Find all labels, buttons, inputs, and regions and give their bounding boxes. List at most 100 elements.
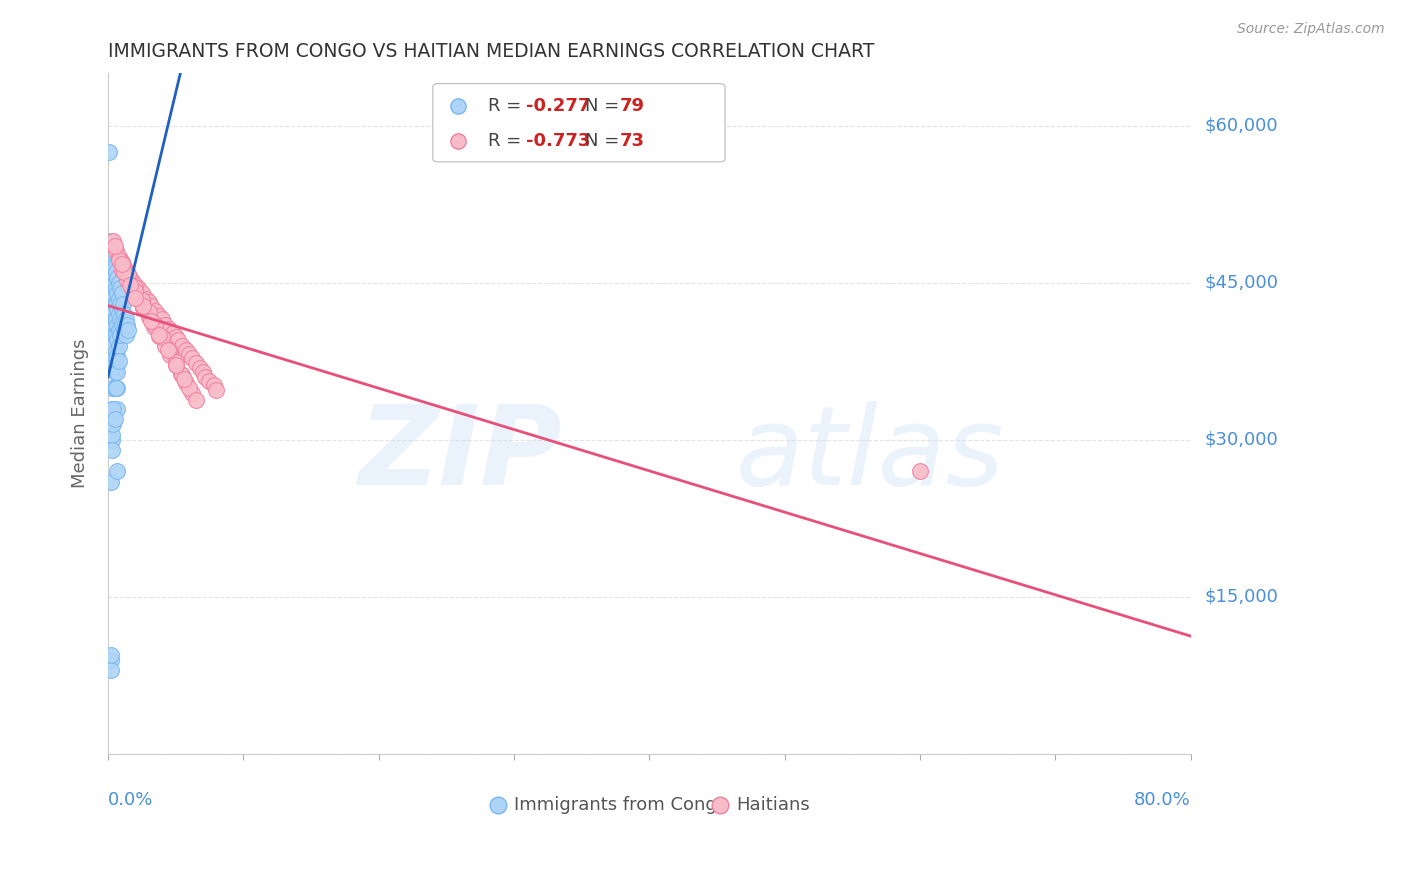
Point [108,339,131,353]
Point [105,343,128,358]
Point [170,367,193,381]
Text: Immigrants from Congo: Immigrants from Congo [515,796,728,814]
Point [184,356,207,370]
Point [143,318,166,332]
Point [107,349,129,363]
Point [165,358,187,372]
Point [105,244,128,259]
Point [104,365,127,379]
Point [105,380,128,394]
Point [172,339,194,353]
Point [111,312,134,326]
Point [110,318,132,332]
Point [103,292,125,306]
Point [108,307,131,321]
Point [112,307,135,321]
Point [104,239,127,253]
Point [105,359,128,374]
Text: atlas: atlas [735,401,1004,508]
Point [101,281,124,295]
Point [104,412,127,426]
Text: 80.0%: 80.0% [1133,791,1191,809]
Point [103,328,125,343]
Point [114,328,136,343]
Text: ZIP: ZIP [359,401,562,508]
Point [105,312,128,326]
Point [104,297,127,311]
Point [148,329,170,343]
Text: $30,000: $30,000 [1205,431,1278,449]
Point [143,304,166,318]
Point [107,318,129,332]
Point [103,401,125,416]
Point [103,339,125,353]
Point [107,464,129,478]
Point [98,145,121,159]
Text: N =: N = [585,97,626,115]
Point [132,299,155,313]
Point [124,277,146,292]
Point [101,260,124,274]
Point [157,322,180,336]
Point [105,265,128,279]
Point [103,307,125,321]
Point [103,234,125,248]
Point [101,265,124,279]
Text: 79: 79 [620,97,645,115]
Point [117,268,139,282]
Point [138,294,160,309]
Point [108,328,131,343]
Point [176,343,198,357]
Point [103,244,125,259]
Point [153,339,176,353]
Text: -0.773: -0.773 [526,132,591,150]
Text: N =: N = [585,132,626,150]
Point [104,276,127,290]
Point [110,257,132,271]
Point [165,358,187,372]
Point [124,280,146,294]
Point [148,310,170,324]
Point [108,252,131,267]
Point [112,323,135,337]
Point [135,292,157,306]
Point [117,323,139,337]
Point [127,281,149,295]
Point [172,368,194,382]
Point [105,328,128,343]
Text: $60,000: $60,000 [1205,117,1278,135]
Point [131,293,153,307]
Point [162,326,184,340]
Point [103,265,125,279]
Point [115,265,138,279]
Point [101,443,124,458]
Point [176,376,198,391]
Point [108,281,131,295]
Text: IMMIGRANTS FROM CONGO VS HAITIAN MEDIAN EARNINGS CORRELATION CHART: IMMIGRANTS FROM CONGO VS HAITIAN MEDIAN … [108,42,875,61]
Point [104,380,127,394]
Point [103,417,125,432]
Point [205,383,228,397]
Point [138,310,160,325]
Point [141,299,163,313]
Point [141,313,163,327]
Point [100,475,122,489]
Point [110,255,132,269]
Point [118,270,141,285]
Point [110,301,132,316]
Text: 0.0%: 0.0% [108,791,153,809]
Point [121,282,143,296]
Point [132,301,155,315]
Point [101,297,124,311]
Point [153,318,176,332]
Point [118,277,141,292]
Point [184,393,207,408]
Point [188,360,211,375]
Point [115,318,138,332]
Point [100,653,122,667]
Point [108,276,131,290]
Point [105,297,128,311]
Point [124,284,146,298]
Point [101,250,124,264]
Point [179,347,201,361]
